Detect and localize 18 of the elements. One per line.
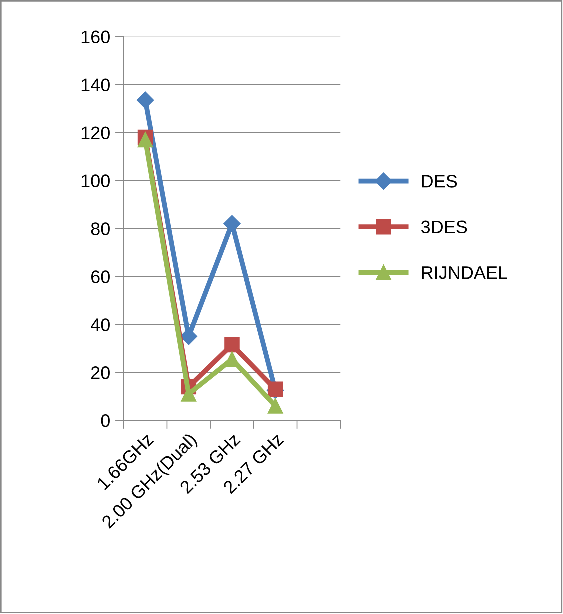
y-tick-label: 0: [101, 414, 110, 428]
y-tick-label: 140: [82, 78, 110, 92]
point: [181, 386, 197, 402]
point: [268, 398, 284, 414]
point: [224, 352, 240, 368]
y-tick-label: 80: [91, 222, 110, 236]
y-tick-label: 20: [91, 366, 110, 380]
y-tick-label: 40: [91, 318, 110, 332]
point: [136, 92, 154, 109]
y-tick-label: 100: [82, 174, 110, 188]
y-tick-label: 160: [82, 30, 110, 44]
y-tick-label: 120: [82, 126, 110, 140]
legend-label: RIJNDAEL: [422, 266, 508, 280]
legend-label: DES: [422, 175, 458, 188]
point: [224, 337, 240, 353]
point: [224, 215, 241, 232]
legend-label: 3DES: [421, 220, 468, 234]
y-tick-label: 60: [92, 270, 110, 284]
